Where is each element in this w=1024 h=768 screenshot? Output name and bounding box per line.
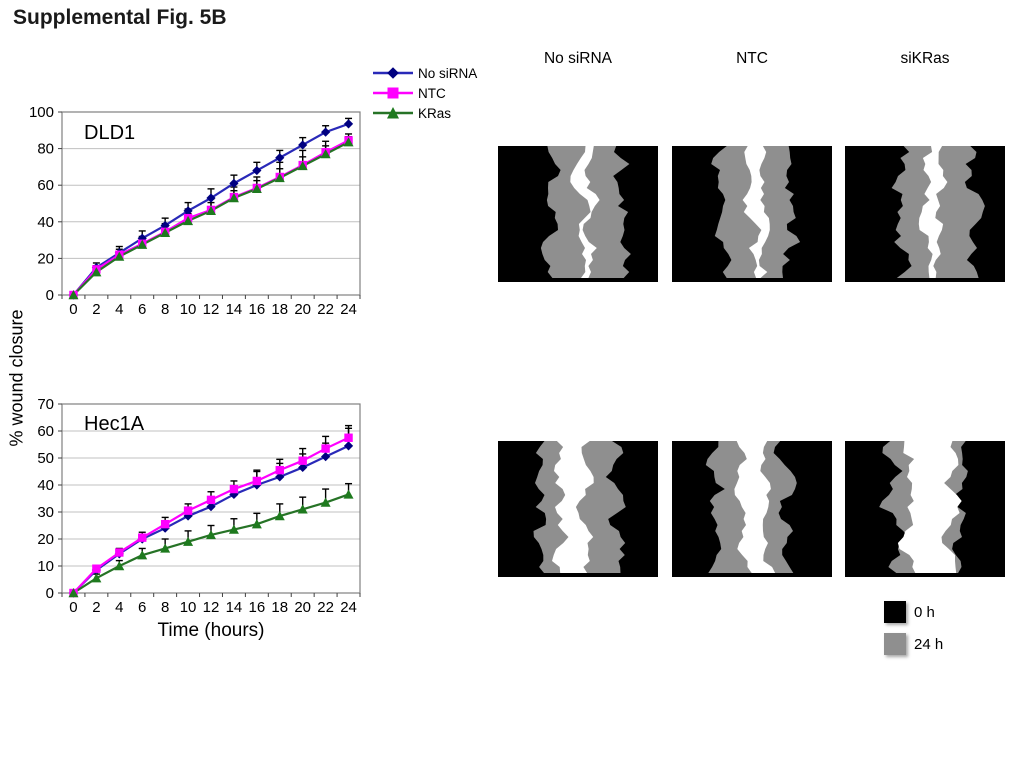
- svg-text:40: 40: [37, 477, 54, 494]
- svg-text:22: 22: [317, 301, 334, 318]
- ntc-square-marker-icon: [373, 87, 413, 99]
- svg-text:18: 18: [271, 599, 288, 616]
- svg-text:16: 16: [249, 301, 266, 318]
- legend-label-kras: KRas: [418, 105, 452, 121]
- svg-text:4: 4: [115, 599, 123, 616]
- timepoint-label-0h: 0 h: [914, 603, 935, 621]
- timepoint-label-24h: 24 h: [914, 635, 944, 653]
- svg-text:8: 8: [161, 301, 169, 318]
- column-header-no-sirna: No siRNA: [543, 50, 613, 67]
- 0h-black-swatch-icon: [884, 601, 906, 623]
- chart-legend: No siRNA NTC KRas: [371, 63, 477, 123]
- svg-text:0: 0: [46, 287, 54, 304]
- svg-text:24: 24: [340, 599, 357, 616]
- timepoint-legend-0h: 0 h: [884, 601, 943, 623]
- timepoint-legend: 0 h 24 h: [884, 601, 943, 665]
- svg-text:60: 60: [37, 177, 54, 194]
- svg-text:2: 2: [92, 301, 100, 318]
- svg-text:6: 6: [138, 301, 146, 318]
- wound-image-hec1a-sikras: [845, 441, 1005, 577]
- y-axis-label: % wound closure: [6, 309, 27, 447]
- svg-text:30: 30: [37, 504, 54, 521]
- wound-image-dld1-ntc: [672, 146, 832, 282]
- svg-text:Hec1A: Hec1A: [84, 413, 145, 435]
- legend-item-no-sirna: No siRNA: [371, 63, 477, 83]
- svg-text:22: 22: [317, 599, 334, 616]
- wound-image-dld1-sikras: [845, 146, 1005, 282]
- svg-text:0: 0: [69, 301, 77, 318]
- svg-text:10: 10: [180, 301, 197, 318]
- timepoint-legend-24h: 24 h: [884, 633, 943, 655]
- svg-text:70: 70: [37, 396, 54, 413]
- svg-text:20: 20: [294, 599, 311, 616]
- svg-text:10: 10: [37, 558, 54, 575]
- wound-image-hec1a-ntc: [672, 441, 832, 577]
- svg-text:100: 100: [29, 104, 54, 121]
- svg-text:12: 12: [203, 599, 220, 616]
- svg-text:10: 10: [180, 599, 197, 616]
- legend-item-kras: KRas: [371, 103, 477, 123]
- column-header-sikras: siKRas: [900, 50, 950, 67]
- wound-image-dld1-no-sirna: [498, 146, 658, 282]
- x-axis-label: Time (hours): [157, 620, 265, 641]
- legend-item-ntc: NTC: [371, 83, 477, 103]
- svg-text:40: 40: [37, 214, 54, 231]
- svg-text:0: 0: [69, 599, 77, 616]
- svg-text:20: 20: [37, 250, 54, 267]
- svg-text:0: 0: [46, 585, 54, 602]
- svg-text:2: 2: [92, 599, 100, 616]
- 24h-gray-swatch-icon: [884, 633, 906, 655]
- legend-label-no-sirna: No siRNA: [418, 65, 478, 81]
- svg-text:80: 80: [37, 141, 54, 158]
- svg-text:20: 20: [37, 531, 54, 548]
- legend-label-ntc: NTC: [418, 85, 446, 101]
- svg-text:12: 12: [203, 301, 220, 318]
- svg-text:24: 24: [340, 301, 357, 318]
- svg-text:4: 4: [115, 301, 123, 318]
- svg-text:18: 18: [271, 301, 288, 318]
- wound-image-hec1a-no-sirna: [498, 441, 658, 577]
- svg-text:20: 20: [294, 301, 311, 318]
- no-sirna-diamond-marker-icon: [373, 67, 413, 79]
- svg-text:8: 8: [161, 599, 169, 616]
- svg-text:6: 6: [138, 599, 146, 616]
- svg-text:DLD1: DLD1: [84, 122, 135, 144]
- svg-text:14: 14: [226, 301, 243, 318]
- column-header-ntc: NTC: [736, 50, 768, 67]
- svg-text:50: 50: [37, 450, 54, 467]
- svg-text:14: 14: [226, 599, 243, 616]
- svg-text:60: 60: [37, 423, 54, 440]
- svg-text:16: 16: [249, 599, 266, 616]
- figure-title: Supplemental Fig. 5B: [13, 6, 227, 29]
- kras-triangle-marker-icon: [373, 107, 413, 119]
